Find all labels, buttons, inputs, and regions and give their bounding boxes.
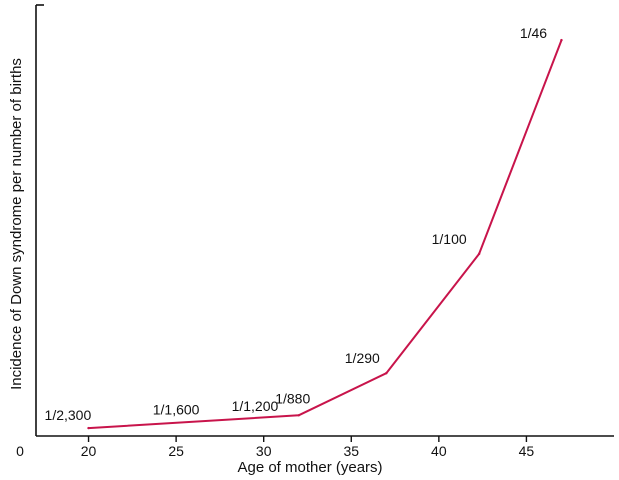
x-tick-label: 30 [256,443,272,459]
data-labels: 1/2,300 1/880 1/290 1/100 1/46 [45,25,548,423]
data-point [477,252,481,256]
axes [35,4,614,437]
data-point [297,414,300,417]
data-label: 1/880 [275,390,310,406]
data-label: 1/290 [345,350,380,366]
y-axis-title: Incidence of Down syndrome per number of… [8,58,25,390]
x-tick-label: 45 [519,443,535,459]
x-tick-label: 35 [343,443,359,459]
data-point [560,38,563,42]
origin-label: 0 [16,443,24,459]
series-line [87,39,563,430]
annotation-label: 1/1,600 [153,402,200,418]
data-label: 1/46 [520,25,547,41]
data-point [385,372,388,375]
annotation-label: 1/1,200 [232,398,279,414]
x-tick-label: 25 [168,443,184,459]
x-tick-label: 20 [81,443,97,459]
x-tick-label: 40 [431,443,447,459]
x-axis-title: Age of mother (years) [237,459,382,476]
x-ticks [87,436,528,442]
data-label: 1/100 [432,231,467,247]
data-label: 1/2,300 [45,407,92,423]
annotations: 1/1,600 1/1,200 [153,398,279,418]
data-point [87,426,90,430]
x-tick-labels: 20 25 30 35 40 45 [81,443,535,459]
series-group [87,38,563,430]
